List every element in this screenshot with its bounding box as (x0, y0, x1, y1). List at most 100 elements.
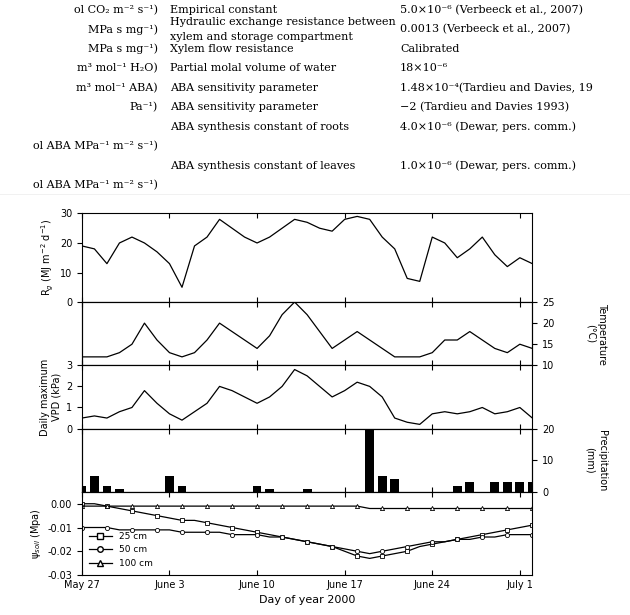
50 cm (103, 524, 111, 531)
25 cm (278, 533, 286, 541)
Text: ol ABA MPa⁻¹ m⁻² s⁻¹): ol ABA MPa⁻¹ m⁻² s⁻¹) (33, 180, 158, 191)
25 cm (178, 517, 186, 524)
Y-axis label: Daily maximum
VPD (kPa): Daily maximum VPD (kPa) (40, 359, 62, 435)
Text: Partial molal volume of water: Partial molal volume of water (170, 63, 336, 73)
Y-axis label: Precipitation
(mm): Precipitation (mm) (585, 429, 607, 491)
100 cm (403, 505, 411, 512)
Bar (303, 489, 311, 492)
50 cm (191, 528, 198, 536)
50 cm (266, 533, 273, 541)
25 cm (341, 547, 348, 555)
Text: 4.0×10⁻⁶ (Dewar, pers. comm.): 4.0×10⁻⁶ (Dewar, pers. comm.) (400, 122, 576, 132)
Text: ABA synthesis constant of leaves: ABA synthesis constant of leaves (170, 161, 355, 171)
100 cm (491, 505, 498, 512)
50 cm (366, 550, 374, 557)
50 cm (91, 524, 98, 531)
100 cm (116, 502, 123, 510)
100 cm (166, 502, 173, 510)
Text: m³ mol⁻¹ H₂O): m³ mol⁻¹ H₂O) (77, 63, 158, 73)
50 cm (403, 543, 411, 550)
50 cm (116, 526, 123, 534)
Y-axis label: R$_g$ (MJ m$^{-2}$ d$^{-1}$): R$_g$ (MJ m$^{-2}$ d$^{-1}$) (40, 219, 55, 296)
Text: MPa s mg⁻¹): MPa s mg⁻¹) (88, 44, 158, 54)
50 cm (278, 533, 286, 541)
50 cm (178, 528, 186, 536)
Text: ABA sensitivity parameter: ABA sensitivity parameter (170, 102, 318, 113)
Bar (165, 476, 174, 492)
25 cm (416, 543, 423, 550)
Line: 100 cm: 100 cm (80, 504, 534, 510)
50 cm (491, 533, 498, 541)
100 cm (228, 502, 236, 510)
100 cm (153, 502, 161, 510)
25 cm (466, 533, 474, 541)
Text: Calibrated: Calibrated (400, 44, 459, 54)
50 cm (379, 547, 386, 555)
100 cm (140, 502, 148, 510)
Bar (365, 429, 374, 492)
Bar (178, 485, 186, 492)
100 cm (366, 505, 374, 512)
50 cm (166, 526, 173, 534)
25 cm (328, 543, 336, 550)
25 cm (403, 547, 411, 555)
100 cm (128, 502, 135, 510)
Bar (77, 485, 86, 492)
50 cm (503, 531, 511, 538)
Line: 25 cm: 25 cm (80, 502, 534, 560)
100 cm (353, 502, 361, 510)
Bar (453, 485, 462, 492)
Text: MPa s mg⁻¹): MPa s mg⁻¹) (88, 24, 158, 34)
50 cm (128, 526, 135, 534)
100 cm (341, 502, 348, 510)
25 cm (116, 505, 123, 512)
Y-axis label: ψ$_{soil}$ (Mpa): ψ$_{soil}$ (Mpa) (29, 508, 43, 559)
Text: xylem and storage compartment: xylem and storage compartment (170, 31, 353, 42)
25 cm (78, 500, 86, 507)
25 cm (228, 524, 236, 531)
25 cm (153, 512, 161, 519)
Bar (503, 482, 512, 492)
Text: Hydraulic exchange resistance between: Hydraulic exchange resistance between (170, 17, 396, 27)
25 cm (479, 531, 486, 538)
50 cm (78, 524, 86, 531)
100 cm (266, 502, 273, 510)
100 cm (191, 502, 198, 510)
25 cm (516, 524, 524, 531)
100 cm (253, 502, 261, 510)
100 cm (391, 505, 399, 512)
50 cm (479, 533, 486, 541)
50 cm (428, 538, 436, 546)
50 cm (441, 538, 449, 546)
25 cm (454, 536, 461, 543)
100 cm (328, 502, 336, 510)
25 cm (128, 507, 135, 515)
25 cm (503, 526, 511, 534)
50 cm (304, 538, 311, 546)
Text: 5.0×10⁻⁶ (Verbeeck et al., 2007): 5.0×10⁻⁶ (Verbeeck et al., 2007) (400, 4, 583, 15)
50 cm (228, 531, 236, 538)
100 cm (516, 505, 524, 512)
100 cm (503, 505, 511, 512)
50 cm (203, 528, 211, 536)
Bar (265, 489, 274, 492)
Text: ABA sensitivity parameter: ABA sensitivity parameter (170, 83, 318, 93)
25 cm (491, 528, 498, 536)
50 cm (529, 531, 536, 538)
25 cm (304, 538, 311, 546)
Line: 50 cm: 50 cm (80, 525, 534, 556)
50 cm (316, 541, 323, 548)
100 cm (466, 505, 474, 512)
50 cm (140, 526, 148, 534)
25 cm (103, 502, 111, 510)
100 cm (215, 502, 223, 510)
Text: ol CO₂ m⁻² s⁻¹): ol CO₂ m⁻² s⁻¹) (74, 4, 158, 15)
25 cm (266, 531, 273, 538)
100 cm (441, 505, 449, 512)
25 cm (191, 517, 198, 524)
25 cm (353, 552, 361, 560)
100 cm (291, 502, 299, 510)
Text: Empirical constant: Empirical constant (170, 5, 277, 15)
X-axis label: Day of year 2000: Day of year 2000 (259, 595, 355, 605)
Bar (490, 482, 499, 492)
